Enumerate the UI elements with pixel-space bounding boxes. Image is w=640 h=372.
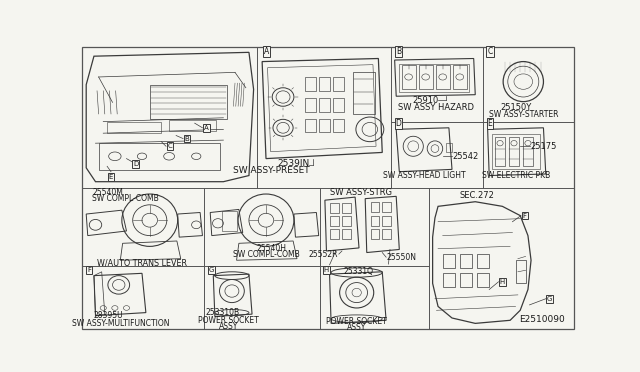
Text: 25910: 25910 (413, 96, 439, 105)
Text: SW ELECTRIC PKB: SW ELECTRIC PKB (482, 171, 550, 180)
Text: SW ASSY-HEAD LIGHT: SW ASSY-HEAD LIGHT (383, 171, 465, 180)
Bar (222, 211, 237, 231)
Bar (443, 254, 455, 268)
Bar (342, 230, 351, 240)
Bar (443, 273, 455, 287)
Bar (402, 65, 415, 89)
Bar (305, 119, 316, 132)
Text: SW ASSY-PRESET: SW ASSY-PRESET (233, 166, 309, 174)
Text: C: C (487, 47, 493, 56)
Bar (495, 137, 506, 166)
Text: E: E (109, 174, 113, 180)
Text: ASSY: ASSY (347, 324, 366, 333)
Text: 25150Y: 25150Y (500, 103, 531, 112)
Bar (522, 137, 533, 166)
Bar (460, 254, 472, 268)
Text: E2510090: E2510090 (519, 315, 564, 324)
Text: 2539IN: 2539IN (277, 160, 309, 169)
Text: SW COMPL-COMB: SW COMPL-COMB (92, 194, 159, 203)
Bar (477, 254, 489, 268)
Bar (319, 98, 330, 112)
Text: D: D (133, 161, 138, 167)
Text: 25175: 25175 (531, 142, 557, 151)
Bar (382, 202, 391, 212)
Bar (305, 98, 316, 112)
Bar (342, 217, 351, 226)
Bar (460, 273, 472, 287)
Bar (509, 137, 520, 166)
Text: 25540H: 25540H (257, 244, 287, 253)
Bar (492, 134, 540, 169)
Bar (353, 71, 374, 114)
Bar (330, 217, 339, 226)
Bar (371, 229, 379, 239)
Bar (371, 202, 379, 212)
Text: W/AUTO TRANS LEVER: W/AUTO TRANS LEVER (97, 259, 187, 268)
Text: 25550N: 25550N (387, 253, 417, 262)
Bar (333, 77, 344, 91)
Bar (99, 143, 220, 170)
Bar (319, 77, 330, 91)
Text: F: F (87, 267, 92, 273)
Bar (382, 216, 391, 225)
Text: A: A (204, 125, 209, 131)
Bar (107, 122, 161, 133)
Text: A: A (264, 47, 269, 56)
Text: D: D (396, 119, 401, 128)
Bar (477, 273, 489, 287)
Bar (330, 230, 339, 240)
Text: 25542: 25542 (452, 152, 479, 161)
Text: 25540M: 25540M (92, 188, 124, 197)
Text: SW ASSY-STRG: SW ASSY-STRG (330, 188, 392, 197)
Text: F: F (523, 212, 527, 219)
Bar (382, 229, 391, 239)
Text: B: B (396, 47, 401, 56)
Text: POWER SOCKET: POWER SOCKET (326, 317, 387, 326)
Bar (371, 216, 379, 225)
Bar (333, 98, 344, 112)
Text: SW ASSY-STARTER: SW ASSY-STARTER (488, 110, 558, 119)
Bar (169, 120, 216, 131)
Text: C: C (168, 143, 172, 149)
Bar (516, 260, 526, 283)
Text: SEC.272: SEC.272 (460, 191, 495, 200)
Bar (446, 143, 452, 153)
Text: E: E (488, 119, 492, 128)
Text: SW COMPL-COMB: SW COMPL-COMB (232, 250, 300, 259)
Bar (436, 65, 450, 89)
Text: H: H (500, 279, 505, 285)
Text: G: G (547, 296, 552, 302)
Bar (419, 65, 433, 89)
Bar (305, 77, 316, 91)
Bar (330, 203, 339, 213)
Bar (399, 64, 469, 92)
Text: 253310B: 253310B (205, 308, 239, 317)
Text: 28395U: 28395U (94, 311, 124, 320)
Bar (342, 203, 351, 213)
Text: SW ASSY HAZARD: SW ASSY HAZARD (399, 103, 474, 112)
Text: ASSY: ASSY (219, 322, 239, 331)
Text: POWER SOCKET: POWER SOCKET (198, 316, 259, 325)
Text: 25552R: 25552R (308, 250, 338, 259)
Bar (150, 85, 227, 119)
Text: 25331Q: 25331Q (344, 266, 374, 276)
Text: B: B (184, 135, 189, 142)
Text: G: G (209, 267, 214, 273)
Bar (319, 119, 330, 132)
Text: SW ASSY-MULTIFUNCTION: SW ASSY-MULTIFUNCTION (72, 319, 169, 328)
Bar (333, 119, 344, 132)
Bar (452, 65, 467, 89)
Text: H: H (324, 267, 329, 273)
